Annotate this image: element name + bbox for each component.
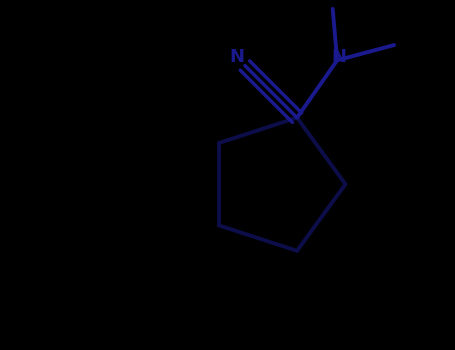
Text: N: N xyxy=(229,48,244,66)
Text: N: N xyxy=(332,48,347,65)
